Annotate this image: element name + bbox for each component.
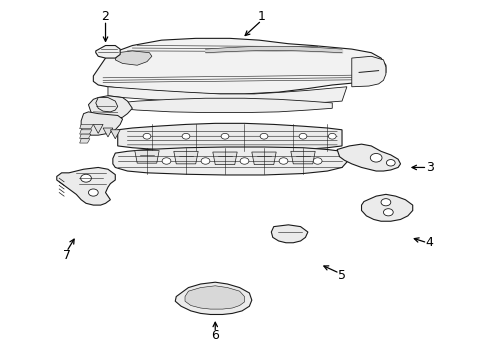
- Polygon shape: [96, 45, 120, 58]
- Text: 3: 3: [425, 161, 433, 174]
- Polygon shape: [80, 125, 93, 129]
- Circle shape: [369, 153, 381, 162]
- Polygon shape: [118, 98, 331, 113]
- Circle shape: [299, 134, 306, 139]
- Polygon shape: [93, 39, 385, 94]
- Polygon shape: [361, 194, 412, 221]
- Circle shape: [162, 158, 170, 164]
- Polygon shape: [271, 225, 307, 243]
- Circle shape: [313, 158, 322, 164]
- Polygon shape: [251, 152, 276, 165]
- Polygon shape: [212, 152, 237, 165]
- Circle shape: [182, 134, 189, 139]
- Polygon shape: [184, 286, 244, 309]
- Circle shape: [201, 158, 209, 164]
- Text: 5: 5: [337, 269, 346, 282]
- Circle shape: [81, 174, 91, 182]
- Polygon shape: [135, 150, 159, 163]
- Circle shape: [143, 134, 151, 139]
- Polygon shape: [80, 130, 92, 134]
- Circle shape: [386, 159, 394, 166]
- Text: 2: 2: [102, 10, 109, 23]
- Polygon shape: [80, 139, 90, 143]
- Polygon shape: [108, 87, 346, 105]
- Polygon shape: [110, 130, 120, 139]
- Polygon shape: [118, 123, 341, 151]
- Circle shape: [240, 158, 248, 164]
- Circle shape: [328, 134, 335, 139]
- Circle shape: [279, 158, 287, 164]
- Polygon shape: [93, 125, 103, 134]
- Circle shape: [383, 209, 392, 216]
- Polygon shape: [351, 56, 385, 87]
- Polygon shape: [81, 112, 122, 135]
- Text: 7: 7: [62, 249, 70, 262]
- Text: 1: 1: [257, 10, 265, 23]
- Polygon shape: [290, 151, 315, 164]
- Polygon shape: [57, 167, 115, 205]
- Polygon shape: [173, 151, 198, 164]
- Circle shape: [380, 199, 390, 206]
- Circle shape: [260, 134, 267, 139]
- Polygon shape: [113, 147, 346, 175]
- Polygon shape: [115, 51, 152, 65]
- Circle shape: [221, 134, 228, 139]
- Polygon shape: [80, 134, 91, 138]
- Circle shape: [88, 189, 98, 196]
- Polygon shape: [88, 96, 132, 119]
- Polygon shape: [336, 144, 400, 171]
- Text: 6: 6: [211, 329, 219, 342]
- Text: 4: 4: [425, 236, 433, 249]
- Polygon shape: [96, 98, 118, 112]
- Polygon shape: [103, 128, 113, 137]
- Polygon shape: [175, 282, 251, 315]
